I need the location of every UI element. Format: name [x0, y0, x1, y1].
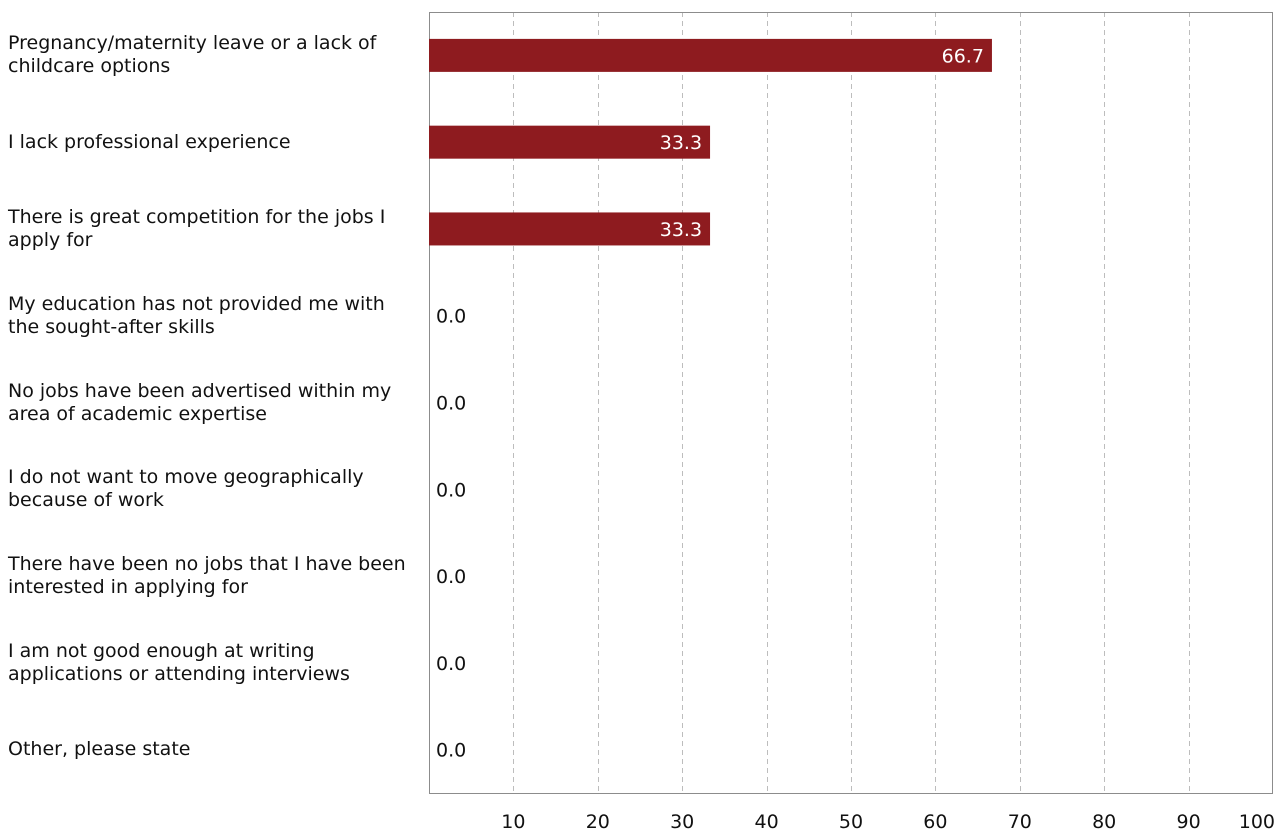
bar-value-label: 66.7 — [942, 45, 984, 67]
x-tick-label: 20 — [586, 811, 610, 829]
category-label: I am not good enough at writing applicat… — [8, 639, 350, 685]
bar — [429, 125, 711, 159]
bar-value-label: 0.0 — [436, 479, 466, 501]
x-tick-label: 100 — [1239, 811, 1275, 829]
category-label: I do not want to move geographically bec… — [8, 466, 364, 512]
category-label: There is great competition for the jobs … — [8, 205, 386, 251]
category-label: Pregnancy/maternity leave or a lack of c… — [8, 32, 377, 78]
x-tick-label: 50 — [839, 811, 863, 829]
bar-value-label: 0.0 — [436, 393, 466, 415]
category-label: Other, please state — [8, 738, 191, 761]
bar-value-label: 33.3 — [660, 219, 702, 241]
bar-value-label: 0.0 — [436, 740, 466, 762]
category-label: I lack professional experience — [8, 130, 291, 153]
bar-value-label: 0.0 — [436, 306, 466, 328]
x-tick-label: 90 — [1177, 811, 1201, 829]
category-label: My education has not provided me with th… — [8, 292, 385, 338]
category-label: No jobs have been advertised within my a… — [8, 379, 392, 425]
x-tick-label: 70 — [1008, 811, 1032, 829]
bar-value-label: 0.0 — [436, 566, 466, 588]
category-label: There have been no jobs that I have been… — [8, 553, 406, 599]
x-tick-label: 10 — [501, 811, 525, 829]
x-tick-label: 80 — [1092, 811, 1116, 829]
plot-frame — [429, 12, 1273, 794]
x-tick-label: 30 — [670, 811, 694, 829]
bar-value-label: 0.0 — [436, 653, 466, 675]
bar-value-label: 33.3 — [660, 132, 702, 154]
x-tick-label: 60 — [923, 811, 947, 829]
bar — [429, 212, 711, 246]
x-tick-label: 40 — [755, 811, 779, 829]
bar — [429, 38, 992, 72]
